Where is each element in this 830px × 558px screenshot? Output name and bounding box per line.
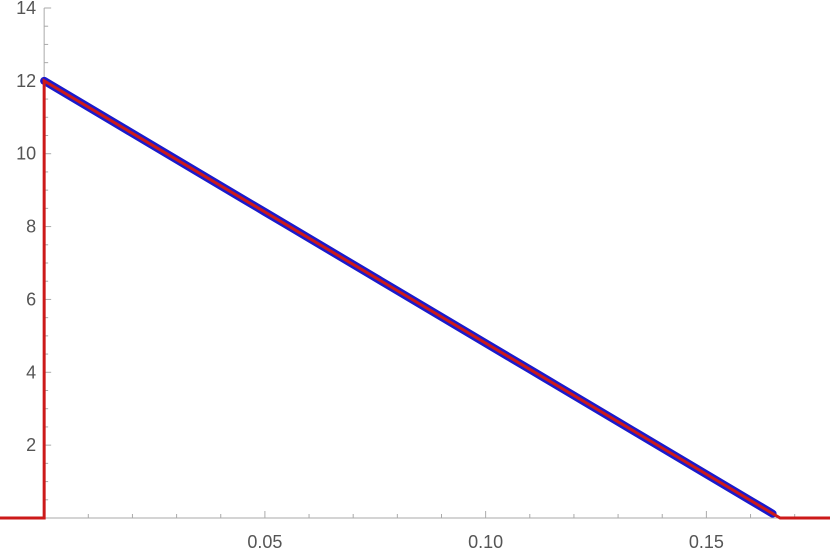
x-tick-label: 0.10 bbox=[468, 532, 503, 552]
x-tick-label: 0.15 bbox=[689, 532, 724, 552]
red-fit-line bbox=[0, 78, 830, 520]
y-tick-label: 8 bbox=[26, 217, 36, 237]
y-tick-label: 12 bbox=[16, 71, 36, 91]
y-tick-label: 6 bbox=[26, 289, 36, 309]
y-tick-label: 10 bbox=[16, 144, 36, 164]
y-tick-label: 14 bbox=[16, 0, 36, 18]
y-tick-label: 4 bbox=[26, 362, 36, 382]
plot-layer bbox=[0, 76, 830, 520]
x-tick-label: 0.05 bbox=[247, 532, 282, 552]
y-tick-label: 2 bbox=[26, 435, 36, 455]
